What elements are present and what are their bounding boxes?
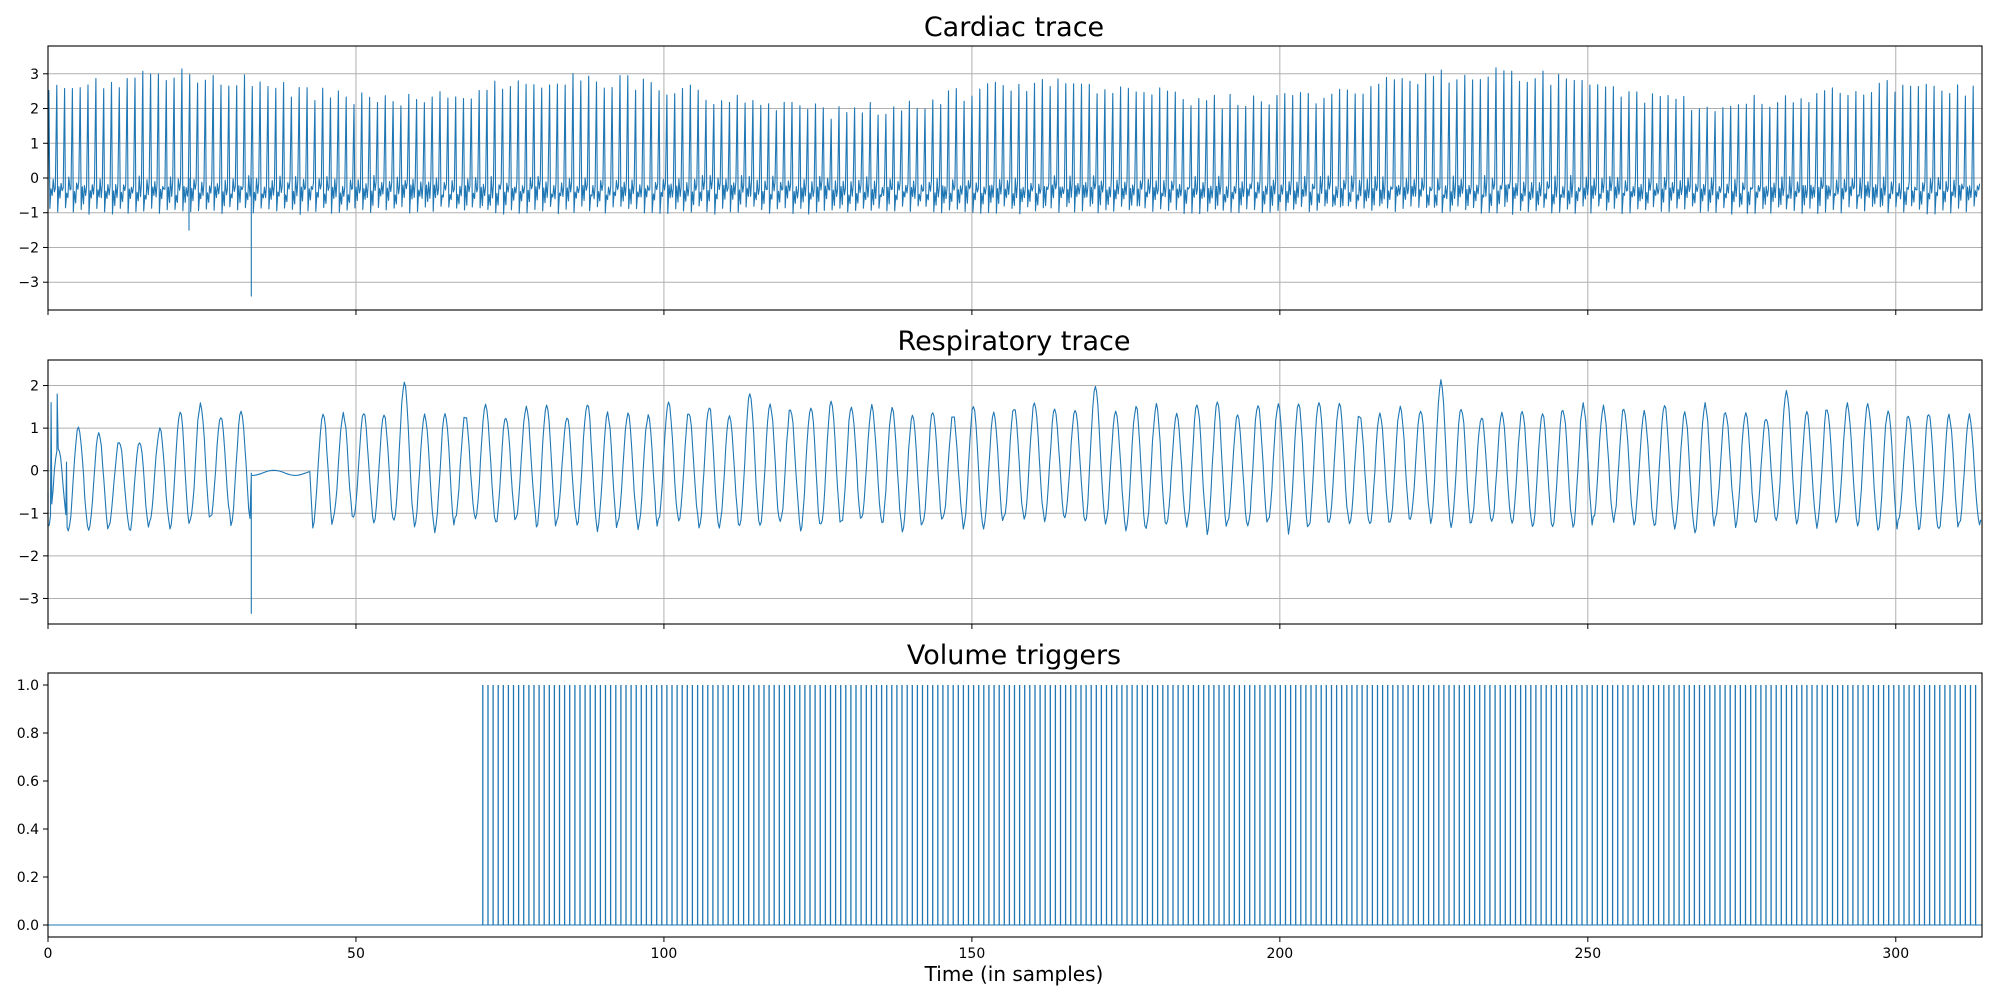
respiratory-axes-frame xyxy=(47,359,1983,625)
triggers-ytick-label: 0.6 xyxy=(17,774,39,790)
triggers-xtick-label: 100 xyxy=(651,946,678,962)
respiratory-title: Respiratory trace xyxy=(898,326,1131,357)
triggers-trace-layer xyxy=(48,685,1982,926)
triggers-ytick-label: 0.0 xyxy=(17,918,39,934)
respiratory-ytick-label: 1 xyxy=(30,421,39,437)
respiratory-trace-line xyxy=(47,379,1982,614)
triggers-xtick-label: 300 xyxy=(1882,946,1909,962)
triggers-panel: Volume triggers 0.0 0.2 0.4 0.6 0.8 1.0 0 50 100… xyxy=(17,640,1983,986)
triggers-ticks: 0.0 0.2 0.4 0.6 0.8 1.0 0 50 100 150 200 250 300 xyxy=(17,678,1909,962)
respiratory-panel: Respiratory trace −3 −2 −1 0 1 2 xyxy=(18,326,1983,629)
cardiac-ticks: −3 −2 −1 0 1 2 3 xyxy=(18,67,1897,315)
respiratory-ytick-label: 0 xyxy=(30,464,39,480)
respiratory-trace-layer xyxy=(47,379,1982,614)
triggers-xtick-label: 250 xyxy=(1574,946,1601,962)
cardiac-ytick-label: −1 xyxy=(18,206,39,222)
respiratory-ytick-label: −3 xyxy=(18,591,39,607)
triggers-xtick-label: 150 xyxy=(959,946,986,962)
cardiac-trace-line xyxy=(47,67,1981,297)
cardiac-ytick-label: 2 xyxy=(30,102,39,118)
respiratory-ticks: −3 −2 −1 0 1 2 xyxy=(18,379,1897,629)
respiratory-ytick-label: −2 xyxy=(18,549,39,565)
cardiac-ytick-label: −2 xyxy=(18,240,39,256)
triggers-axes-frame xyxy=(47,672,1983,938)
cardiac-trace-layer xyxy=(47,67,1981,297)
triggers-xtick-label: 200 xyxy=(1266,946,1293,962)
respiratory-ytick-label: −1 xyxy=(18,506,39,522)
trigger-pulses xyxy=(482,685,1977,925)
cardiac-panel: Cardiac trace −3 −2 −1 0 1 2 3 xyxy=(18,12,1983,315)
triggers-xtick-label: 50 xyxy=(347,946,365,962)
triggers-ytick-label: 0.4 xyxy=(17,822,39,838)
cardiac-ytick-label: 1 xyxy=(30,136,39,152)
cardiac-ytick-label: 3 xyxy=(30,67,39,83)
triggers-xtick-label: 0 xyxy=(44,946,53,962)
respiratory-grid xyxy=(47,360,1982,624)
triggers-ytick-label: 1.0 xyxy=(17,678,39,694)
x-axis-label: Time (in samples) xyxy=(924,962,1104,986)
respiratory-ytick-label: 2 xyxy=(30,379,39,395)
cardiac-ytick-label: 0 xyxy=(30,171,39,187)
triggers-ytick-label: 0.8 xyxy=(17,726,39,742)
cardiac-title: Cardiac trace xyxy=(924,12,1104,43)
triggers-ytick-label: 0.2 xyxy=(17,870,39,886)
cardiac-ytick-label: −3 xyxy=(18,275,39,291)
triggers-title: Volume triggers xyxy=(907,640,1121,671)
